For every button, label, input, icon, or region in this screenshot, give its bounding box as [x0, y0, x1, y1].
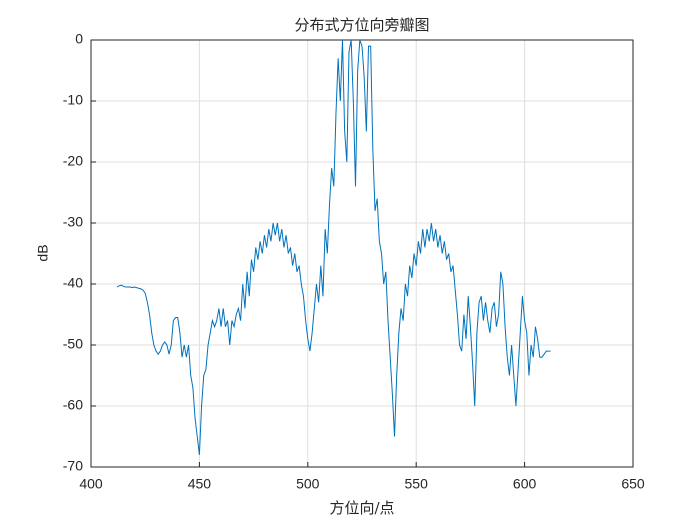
- y-axis-label: dB: [35, 244, 51, 261]
- x-tick-label: 500: [296, 476, 320, 492]
- axes-box: [90, 39, 634, 468]
- x-tick-label: 550: [405, 476, 429, 492]
- plot-area: [91, 40, 633, 467]
- y-tick-label: -60: [63, 397, 83, 413]
- x-tick-label: 400: [79, 476, 103, 492]
- x-axis-label: 方位向/点: [329, 499, 394, 517]
- y-tick-label: -50: [63, 336, 83, 352]
- x-tick-label: 650: [621, 476, 645, 492]
- y-tick-label: -40: [63, 275, 83, 291]
- x-tick-label: 450: [188, 476, 212, 492]
- x-tick-label: 600: [513, 476, 537, 492]
- y-tick-label: -20: [63, 153, 83, 169]
- y-tick-label: -70: [63, 458, 83, 474]
- data-line: [116, 39, 551, 455]
- y-tick-label: 0: [75, 31, 83, 47]
- y-tick-label: -10: [63, 92, 83, 108]
- chart-title: 分布式方位向旁瓣图: [294, 16, 429, 34]
- y-tick-label: -30: [63, 214, 83, 230]
